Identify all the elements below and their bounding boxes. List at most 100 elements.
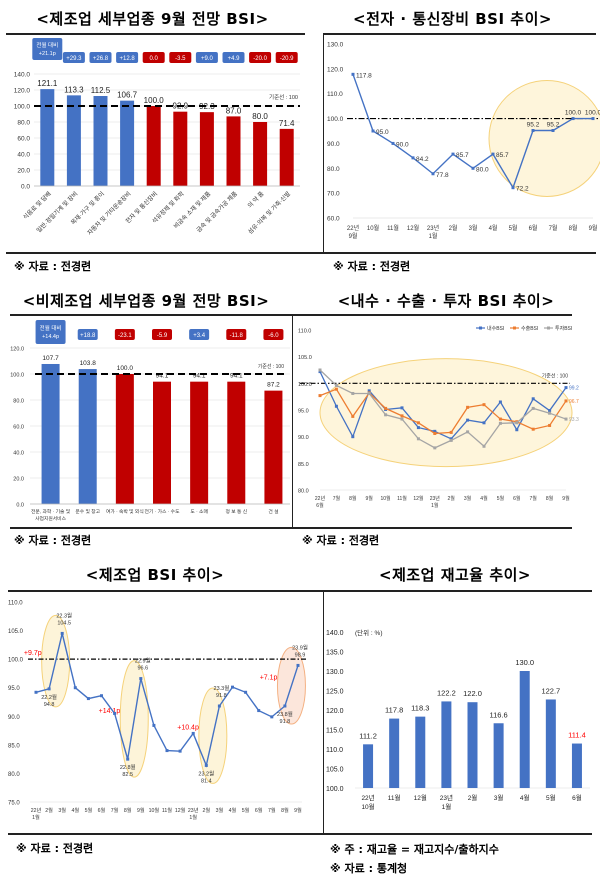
panel-title: <제조업 세부업종 9월 전망 BSI> [36, 10, 269, 28]
y-tick-label: 80.0 [8, 772, 20, 778]
x-tick-label: 의 약 품 [246, 189, 266, 209]
data-point [178, 749, 182, 753]
x-tick-label: 전기 · 가스 · 수도 [144, 508, 180, 515]
change-badge [77, 329, 98, 340]
y-tick-label: 120.0 [327, 66, 344, 73]
x-tick-label: 식음료 및 담배 [21, 190, 52, 221]
x-tick-label: 8월 [124, 806, 132, 814]
y-tick-label: 105.0 [326, 767, 344, 774]
change-label: +4.9 [228, 56, 241, 62]
data-point [416, 437, 420, 441]
data-label: 121.1 [37, 79, 58, 88]
y-tick-label: 110.0 [8, 601, 23, 607]
data-point [411, 156, 415, 160]
bar [190, 381, 209, 504]
x-tick-label: 7월 [530, 495, 538, 502]
x-tick-label: 8월 [349, 495, 357, 502]
x-tick-label: 7월 [268, 806, 276, 814]
x-tick-label: 22년 1월 [31, 806, 42, 821]
x-tick-label: 12월 [414, 793, 427, 802]
bar [389, 718, 400, 788]
x-tick-label: 7월 [111, 806, 119, 814]
y-tick-label: 85.0 [8, 743, 20, 749]
divider [323, 33, 596, 35]
y-tick-label: 135.0 [326, 650, 344, 657]
point-annotation: 23.2월 81.4 [198, 769, 214, 784]
data-point [531, 427, 535, 431]
x-tick-label: 3월 [58, 806, 66, 814]
point-annotation: 23.3월 91.8 [214, 684, 230, 699]
data-label: 94.1 [193, 373, 206, 380]
y-tick-label: 20.0 [13, 477, 24, 483]
y-tick-label: 60.0 [327, 216, 340, 223]
divider [6, 252, 305, 254]
y-tick-label: 130.0 [326, 669, 344, 676]
data-point [571, 117, 575, 121]
y-tick-label: 95.0 [8, 686, 20, 692]
y-tick-label: 110.0 [327, 91, 343, 98]
data-point [482, 403, 486, 407]
chart-domestic-export-invest-bsi: 80.0 85.0 90.0 95.0 100.0 105.0 110.0 기준선 : 100… [298, 325, 579, 509]
bar [115, 374, 134, 504]
data-label: 80.0 [476, 166, 489, 173]
x-tick-label: 일반·정밀기계 및 장비 [35, 190, 80, 235]
x-tick-label: 2월 [468, 793, 478, 802]
data-label: 122.0 [463, 689, 482, 698]
point-annotation: 23.8월 91.8 [277, 710, 293, 725]
data-label: 94.1 [230, 373, 243, 380]
y-tick-label: 40.0 [13, 451, 24, 457]
x-tick-label: 12월 [413, 495, 424, 502]
x-tick-label: 11월 [397, 495, 407, 502]
data-point [351, 72, 355, 76]
data-point [431, 172, 435, 176]
data-point [471, 166, 475, 170]
x-tick-label: 23년 1월 [440, 793, 453, 811]
data-label: 117.8 [385, 706, 403, 715]
change-label: +14.1p [99, 708, 121, 715]
y-tick-label: 110.0 [298, 329, 311, 335]
panel-title: <내수 · 수출 · 투자 BSI 추이> [337, 292, 555, 310]
change-label: +9.0 [201, 56, 214, 62]
change-badge [89, 52, 112, 63]
source-note: ※ 자료 : 전경련 [14, 534, 92, 547]
x-tick-label: 3월 [464, 495, 472, 502]
point-annotation: 23.9월 98.9 [292, 643, 308, 658]
bar [545, 699, 556, 788]
data-label: 95.2 [547, 122, 560, 129]
data-point [351, 435, 355, 439]
y-tick-label: 140.0 [14, 72, 31, 79]
chart-nonmfg-sector-bsi: 0.0 20.0 40.0 60.0 80.0 100.0 120.0 107.7 전월 대비 +… [10, 320, 290, 522]
data-point [466, 418, 470, 422]
end-label: 99.2 [569, 386, 579, 392]
divider [8, 833, 310, 835]
data-point [498, 421, 502, 425]
point-annotation: 22.8월 82.5 [120, 763, 136, 778]
data-point [433, 431, 437, 435]
y-tick-label: 100.0 [298, 382, 312, 388]
data-label: 130.0 [515, 658, 534, 667]
y-tick-label: 110.0 [326, 747, 343, 754]
data-point [491, 152, 495, 156]
data-point [466, 430, 470, 434]
x-tick-label: 건 설 [268, 508, 278, 515]
data-point [466, 405, 470, 409]
data-point [318, 394, 322, 398]
x-tick-label: 10월 [381, 495, 392, 502]
change-badge [195, 52, 218, 63]
data-point [400, 414, 404, 418]
data-point [548, 411, 552, 415]
chart-mfg-sector-bsi: 0.0 20.0 40.0 60.0 80.0 100.0 120.0 140.0 121.1 전… [14, 38, 300, 237]
data-label: 100.0 [144, 96, 165, 105]
x-tick-label: 4월 [520, 793, 530, 802]
change-label: -20.9 [280, 56, 294, 62]
x-tick-label: 10월 [149, 806, 160, 814]
data-point [334, 404, 338, 408]
change-badge [226, 329, 247, 340]
y-tick-label: 75.0 [8, 801, 20, 807]
source-note: ※ 자료 : 전경련 [302, 534, 380, 547]
x-tick-label: 6월 [529, 224, 538, 232]
data-point [351, 391, 355, 395]
change-badge [114, 329, 135, 340]
data-point [318, 370, 322, 374]
y-tick-label: 115.0 [326, 728, 343, 735]
